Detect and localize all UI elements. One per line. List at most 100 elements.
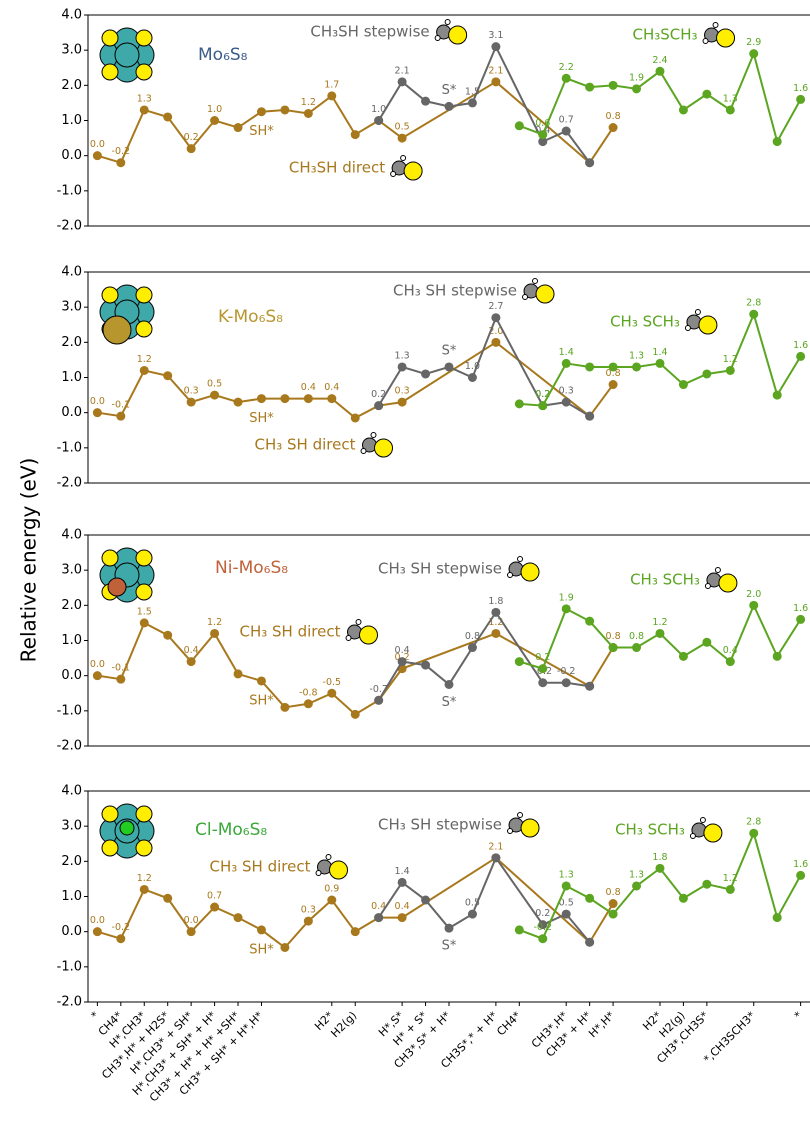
- cluster-atom: [101, 805, 119, 823]
- data-point: [725, 105, 735, 115]
- y-tick-label: -1.0: [57, 703, 82, 718]
- data-point: [632, 881, 642, 891]
- data-point: [374, 913, 384, 923]
- value-label: 0.9: [324, 884, 339, 895]
- data-point: [280, 942, 290, 952]
- data-point: [514, 399, 524, 409]
- y-tick-label: -1.0: [57, 440, 82, 455]
- cluster-atom: [101, 286, 119, 304]
- value-label: 0.2: [184, 132, 199, 143]
- molecule-atom: [689, 833, 696, 839]
- y-tick-label: -1.0: [57, 183, 82, 198]
- data-point: [186, 397, 196, 407]
- value-label: 0.0: [90, 915, 105, 926]
- data-point: [702, 879, 712, 889]
- molecule-atom: [355, 619, 362, 625]
- series-name: CH₃ SH stepwise: [378, 816, 502, 834]
- value-label: -0.1: [112, 663, 131, 674]
- data-point: [233, 397, 243, 407]
- y-tick-label: 2.0: [61, 598, 82, 613]
- data-point: [702, 89, 712, 99]
- value-label: 1.2: [207, 617, 222, 628]
- data-point: [92, 927, 102, 937]
- cluster-atom: [135, 549, 153, 567]
- value-label: 0.8: [606, 368, 621, 379]
- data-point: [186, 657, 196, 667]
- value-label: -0.2: [112, 146, 131, 157]
- data-point: [397, 657, 407, 667]
- y-tick-label: 4.0: [61, 8, 82, 23]
- value-label: -0.8: [299, 687, 318, 698]
- value-label: 0.5: [465, 898, 480, 909]
- data-point: [467, 98, 477, 108]
- series-name: CH₃ SH direct: [240, 623, 341, 641]
- data-point: [655, 358, 665, 368]
- data-point: [608, 380, 618, 390]
- data-point: [585, 681, 595, 691]
- data-point: [256, 676, 266, 686]
- data-point: [702, 369, 712, 379]
- data-point: [678, 380, 688, 390]
- data-point: [725, 365, 735, 375]
- series-line: [377, 610, 590, 701]
- data-point: [491, 607, 501, 617]
- data-point: [749, 600, 759, 610]
- data-point: [139, 365, 149, 375]
- data-point: [561, 73, 571, 83]
- value-label: -0.2: [112, 922, 131, 933]
- data-point: [397, 913, 407, 923]
- value-label: 0.4: [371, 901, 386, 912]
- value-label: 0.8: [629, 631, 644, 642]
- y-tick-label: 2.0: [61, 854, 82, 869]
- value-label: 3.1: [488, 30, 503, 41]
- data-point: [397, 877, 407, 887]
- data-point: [256, 925, 266, 935]
- value-label: 0.7: [559, 115, 574, 126]
- data-point: [303, 699, 313, 709]
- molecule-atom: [684, 325, 691, 331]
- value-label: 0.3: [395, 386, 410, 397]
- value-label: 2.9: [746, 37, 761, 48]
- data-point: [350, 709, 360, 719]
- value-label: 0.5: [207, 379, 222, 390]
- molecule-atom: [359, 625, 378, 645]
- data-point: [116, 674, 126, 684]
- data-point: [116, 934, 126, 944]
- molecule-atom: [345, 635, 352, 641]
- data-point: [538, 664, 548, 674]
- data-point: [632, 643, 642, 653]
- molecule-atom: [325, 854, 332, 860]
- molecule-atom: [702, 38, 709, 44]
- y-tick-label: 1.0: [61, 633, 82, 648]
- data-point: [749, 49, 759, 59]
- data-point: [608, 80, 618, 90]
- data-point: [655, 628, 665, 638]
- value-label: 0.4: [395, 645, 410, 656]
- series-name: CH₃ SH direct: [210, 858, 311, 876]
- y-tick-label: -1.0: [57, 959, 82, 974]
- value-label: 0.2: [535, 389, 550, 400]
- data-point: [772, 651, 782, 661]
- y-tick-label: 2.0: [61, 335, 82, 350]
- data-point: [772, 913, 782, 923]
- molecule-atom: [712, 22, 719, 28]
- annotation: SH*: [249, 411, 274, 426]
- molecule-atom: [374, 438, 393, 458]
- data-point: [303, 394, 313, 404]
- data-point: [350, 927, 360, 937]
- value-label: 0.4: [184, 645, 199, 656]
- data-point: [491, 77, 501, 87]
- y-tick-label: -2.0: [57, 476, 82, 491]
- data-point: [796, 351, 806, 361]
- data-point: [585, 937, 595, 947]
- value-label: 0.3: [559, 386, 574, 397]
- dopant-atom: [107, 577, 127, 597]
- y-tick-label: 0.0: [61, 668, 82, 683]
- molecule-atom: [716, 28, 736, 48]
- data-point: [561, 604, 571, 614]
- series-line: [377, 315, 591, 418]
- y-tick-label: 1.0: [61, 889, 82, 904]
- x-tick-label: H*,H*: [586, 1009, 617, 1040]
- value-label: 0.0: [90, 396, 105, 407]
